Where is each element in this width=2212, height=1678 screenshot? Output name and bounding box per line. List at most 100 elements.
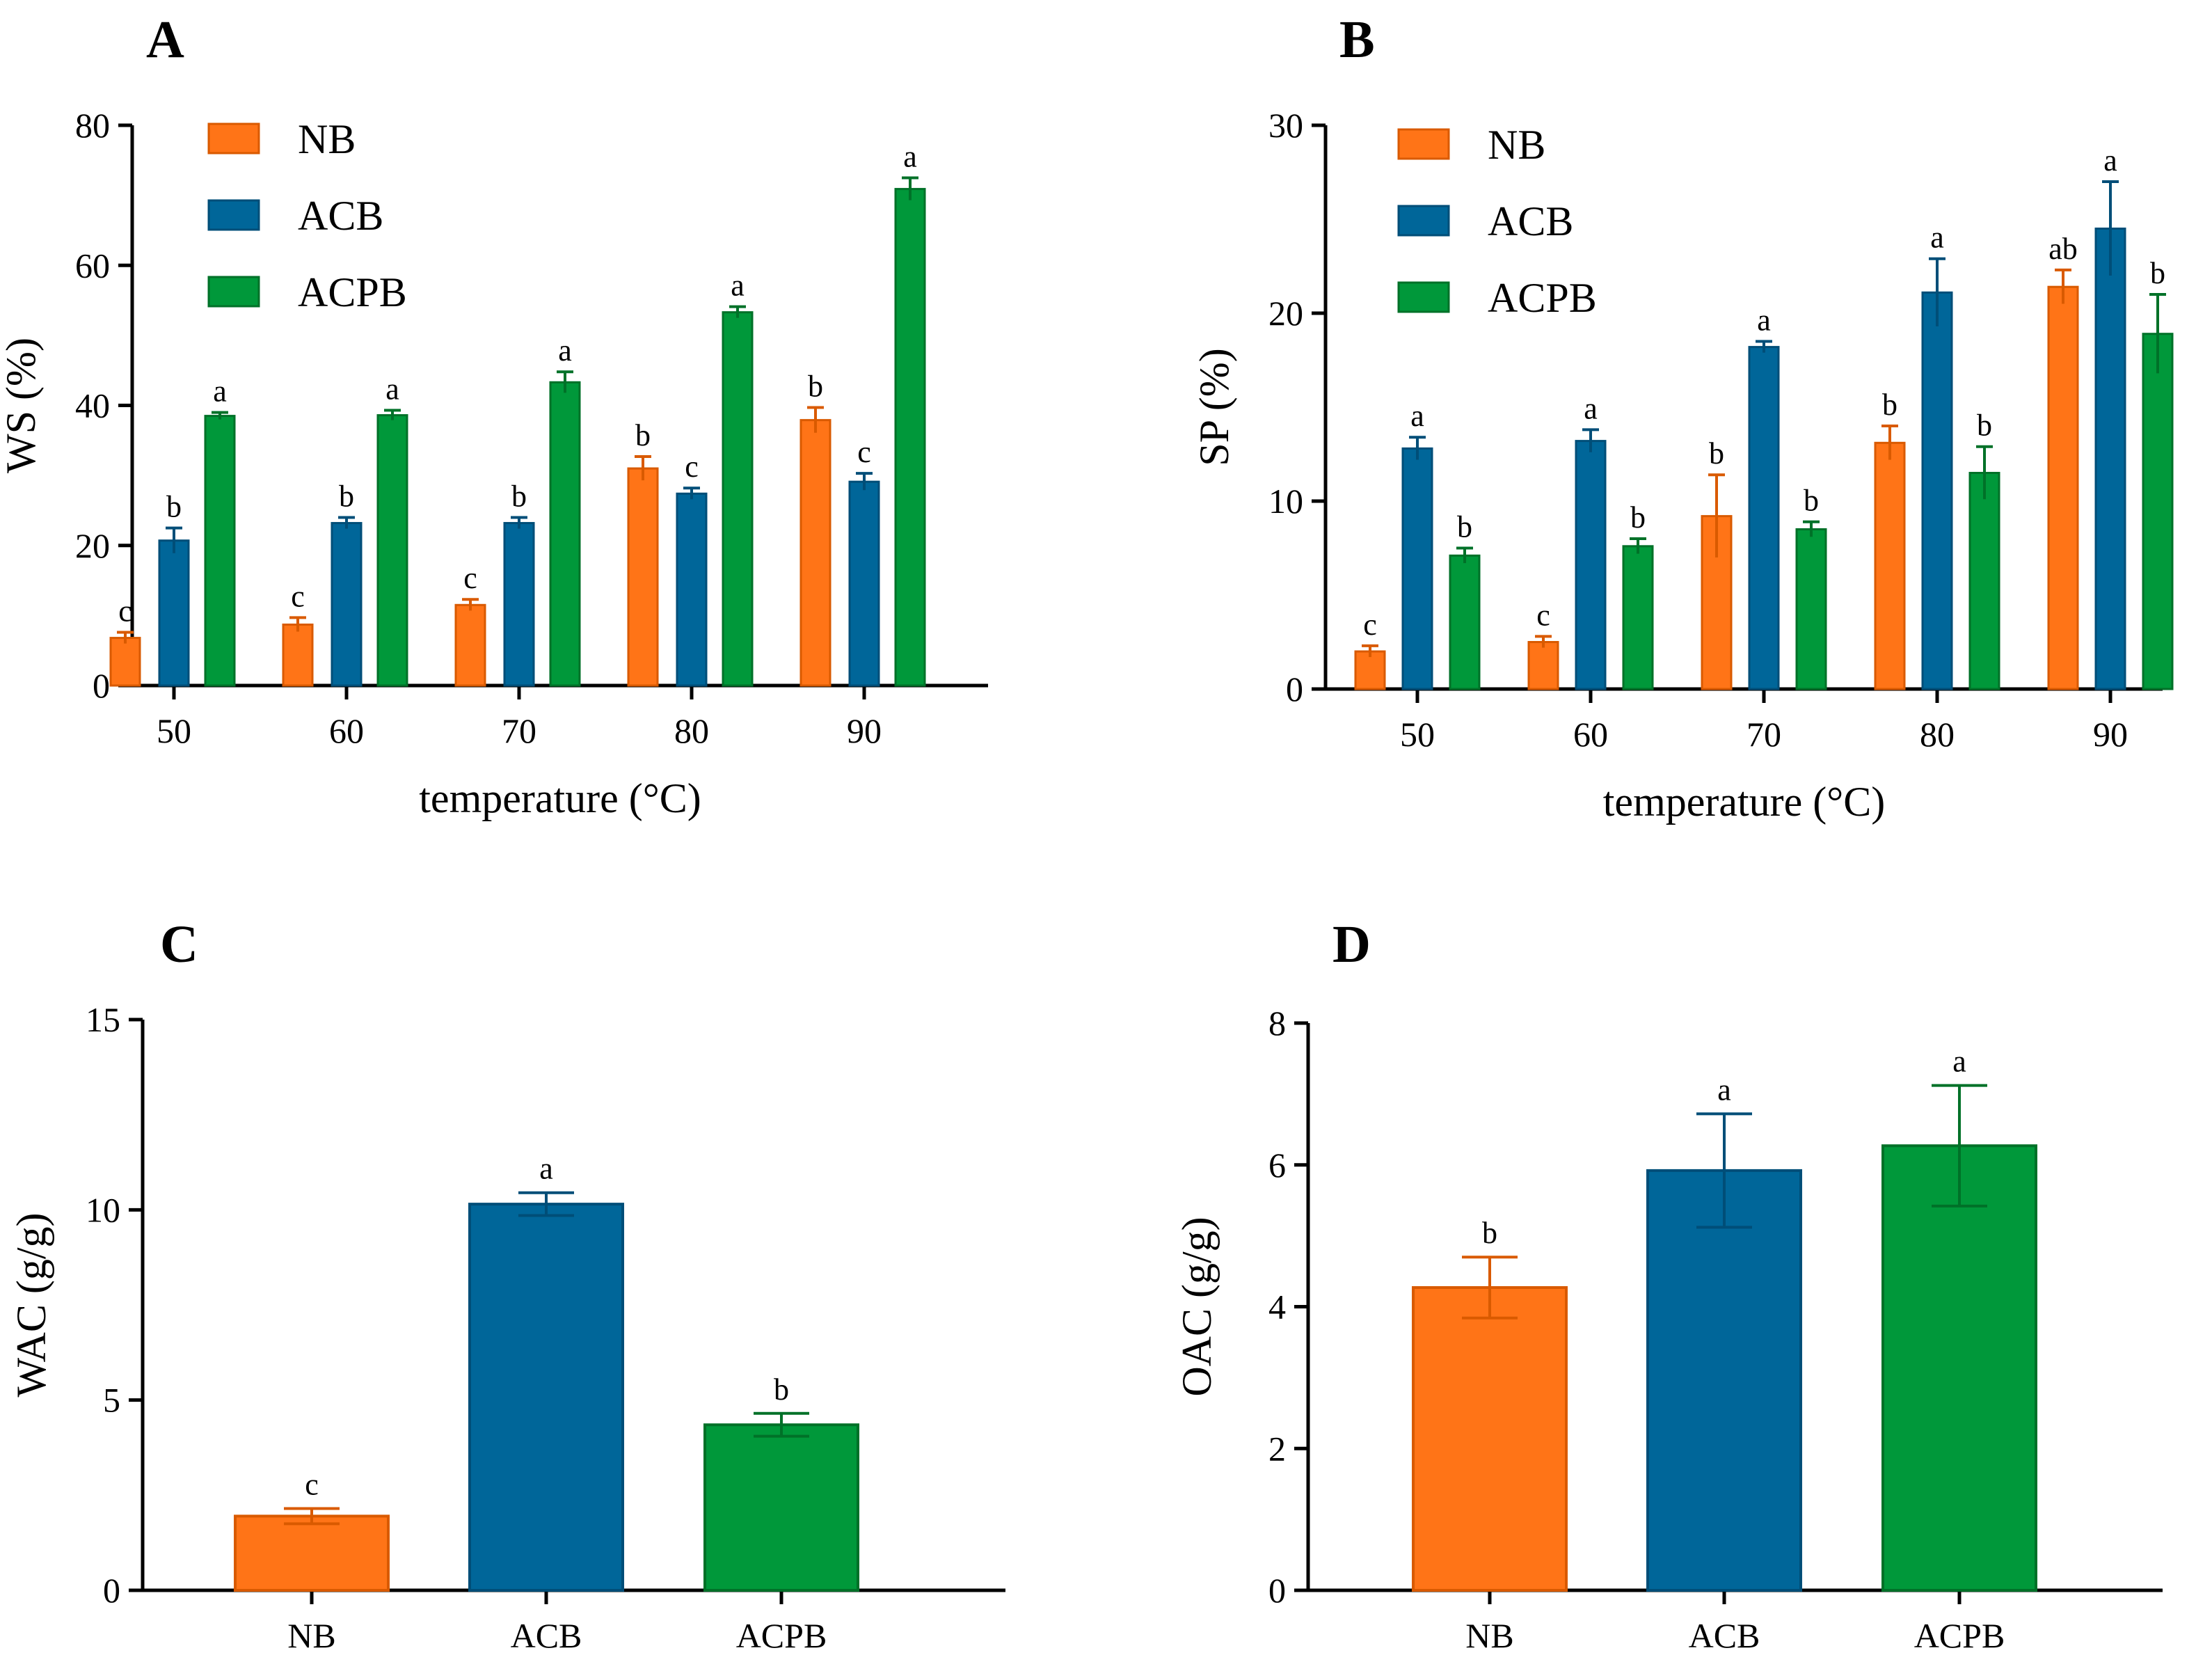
panel-c-label: C [160,915,198,974]
significance-letter: a [1410,399,1424,433]
bar-acb-80 [676,492,708,687]
y-axis-title: WS (%) [0,338,44,473]
bar-acpb-90 [2142,333,2174,690]
y-axis-title: OAC (g/g) [1174,1217,1220,1396]
x-tick-label: ACPB [1914,1616,2005,1655]
significance-letter: c [305,1467,319,1501]
x-tick-label: NB [287,1616,335,1655]
bar-acb-80 [1921,291,1953,690]
bar-nb-90 [799,419,832,687]
significance-letter: ab [2048,232,2078,266]
y-tick-label: 60 [75,246,110,285]
y-tick-label: 20 [75,526,110,565]
bar-acb-70 [1748,346,1780,690]
bar-acpb [703,1423,859,1592]
y-axis-title: SP (%) [1191,348,1237,466]
bar-acpb-70 [549,381,581,687]
y-tick-label: 10 [1268,482,1303,521]
bar-nb-60 [1527,641,1559,690]
legend-label-nb: NB [298,116,356,162]
x-tick-label: 90 [2093,715,2128,754]
panel-d-label: D [1332,915,1371,974]
bar-acpb-50 [1449,554,1481,690]
significance-letter: c [291,579,305,613]
x-axis-title: temperature (°C) [419,775,701,821]
legend-label-acb: ACB [1488,198,1573,244]
significance-letter: a [1717,1073,1731,1107]
significance-letter: b [2150,256,2165,290]
bar-nb [234,1514,390,1592]
bar-acpb-70 [1795,528,1827,690]
significance-letter: b [166,490,182,524]
legend-label-acpb: ACPB [1488,275,1597,321]
x-tick-label: ACB [1689,1616,1760,1655]
x-tick-label: NB [1465,1616,1513,1655]
legend-swatch-acpb [207,276,260,308]
significance-letter: b [1709,436,1724,470]
significance-letter: b [1804,484,1819,518]
y-tick-label: 6 [1268,1146,1286,1185]
bar-acb-60 [1575,440,1607,690]
significance-letter: c [118,594,132,628]
y-tick-label: 30 [1268,106,1303,145]
y-tick-label: 0 [1286,670,1303,709]
bar-acpb-90 [894,188,926,687]
x-tick-label: 50 [157,711,191,750]
significance-letter: c [463,561,477,595]
legend-label-acb: ACB [298,193,383,239]
significance-letter: a [213,374,227,409]
significance-letter: a [1952,1045,1966,1079]
x-tick-label: 70 [1746,715,1781,754]
bar-acb [1646,1169,1802,1592]
y-tick-label: 8 [1268,1004,1286,1043]
significance-letter: c [857,435,871,469]
legend-label-nb: NB [1488,122,1545,168]
bar-acpb-60 [376,414,408,687]
bar-nb-70 [454,603,486,687]
significance-letter: b [511,480,527,514]
legend-swatch-acpb [1397,281,1450,313]
significance-letter: b [339,480,354,514]
significance-letter: b [1977,409,1992,443]
y-tick-label: 10 [86,1190,120,1229]
x-tick-label: 60 [1573,715,1608,754]
x-tick-label: 80 [674,711,709,750]
significance-letter: b [774,1372,789,1407]
bar-acb-50 [1401,447,1433,690]
bar-acpb-80 [722,311,754,687]
significance-letter: b [1457,510,1472,544]
significance-letter: a [385,372,399,406]
x-tick-label: 50 [1400,715,1435,754]
y-tick-label: 0 [93,666,110,705]
panel-c: C 0 5 10 15 WAC (g/g) NB c ACB a ACPB b [8,915,1005,1655]
x-tick-label: 70 [502,711,536,750]
bar-nb-80 [1874,441,1906,690]
x-tick-label: 90 [847,711,882,750]
panel-d: D 0 2 4 6 8 OAC (g/g) NB b ACB a ACPB a [1174,915,2163,1655]
legend-swatch-acb [207,199,260,231]
bar-acb-90 [2094,228,2126,690]
significance-letter: b [1630,500,1646,535]
y-axis-title: WAC (g/g) [8,1213,54,1398]
significance-letter: b [635,418,651,452]
y-tick-label: 5 [103,1381,120,1420]
significance-letter: a [558,333,572,367]
y-tick-label: 20 [1268,294,1303,333]
panel-b-label: B [1339,10,1375,69]
y-tick-label: 80 [75,106,110,145]
significance-letter: b [1882,388,1897,422]
y-tick-label: 0 [1268,1571,1286,1610]
y-tick-label: 4 [1268,1288,1286,1327]
significance-letter: a [1757,303,1771,338]
bar-nb-80 [627,467,659,687]
x-axis-title: temperature (°C) [1603,779,1885,825]
x-tick-label: ACPB [736,1616,827,1655]
significance-letter: b [808,370,823,404]
bar-nb-50 [1354,650,1386,690]
significance-letter: c [1536,598,1550,632]
bar-acb-60 [331,522,363,687]
legend-swatch-acb [1397,205,1450,237]
legend-swatch-nb [207,122,260,155]
significance-letter: a [539,1152,553,1186]
